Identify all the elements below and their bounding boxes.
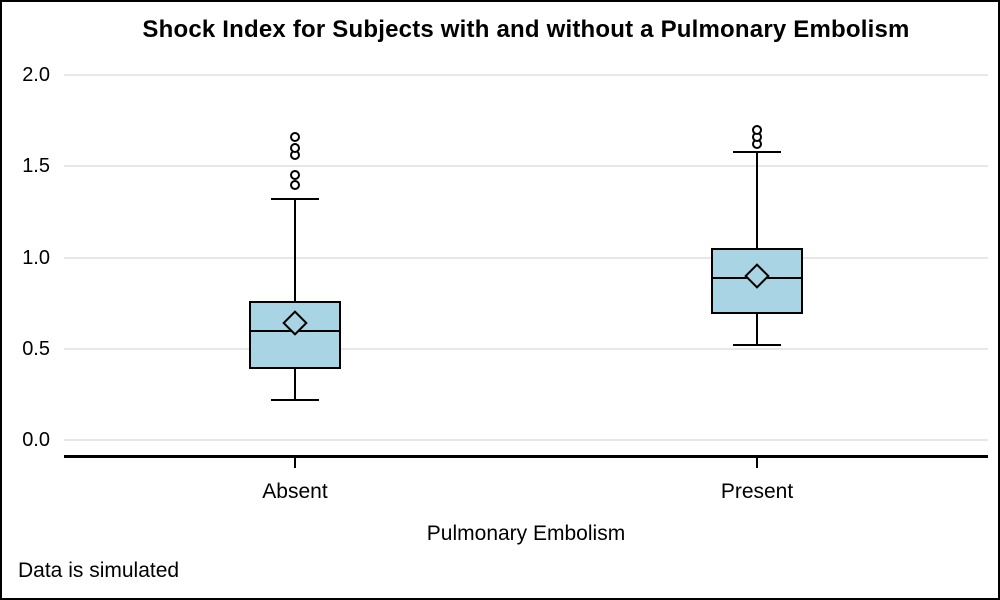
x-category-label-present: Present [720,480,794,503]
outlier-point-absent [290,132,300,143]
x-tick-absent [294,458,296,468]
footnote: Data is simulated [18,559,180,582]
y-gridline [64,74,988,76]
y-tick-label: 0.5 [22,337,50,360]
box-present [711,248,803,315]
x-tick-present [756,458,758,468]
whisker-cap-upper-absent [271,198,319,201]
y-gridline [64,165,988,168]
outlier-point-present [752,124,762,135]
y-tick-label: 1.5 [22,155,50,178]
whisker-stem-upper-present [756,151,758,249]
x-axis-line [64,455,988,458]
x-axis-title: Pulmonary Embolism [426,522,626,545]
y-gridline [64,256,988,259]
y-tick-label: 1.0 [22,246,50,269]
chart-title: Shock Index for Subjects with and withou… [142,16,910,43]
y-tick-label: 0.0 [22,429,50,451]
y-gridline [64,347,988,350]
whisker-stem-lower-present [756,314,758,346]
whisker-stem-upper-absent [294,199,296,302]
whisker-stem-lower-absent [294,368,296,400]
whisker-cap-upper-present [733,150,781,153]
y-tick-label: 2.0 [22,64,50,86]
x-category-label-absent: Absent [262,480,328,503]
whisker-cap-lower-present [733,344,781,347]
outlier-point-absent [290,143,300,153]
y-gridline [64,439,988,441]
outlier-point-absent [290,179,300,190]
whisker-cap-lower-absent [271,398,319,401]
outlier-point-absent [290,170,300,181]
